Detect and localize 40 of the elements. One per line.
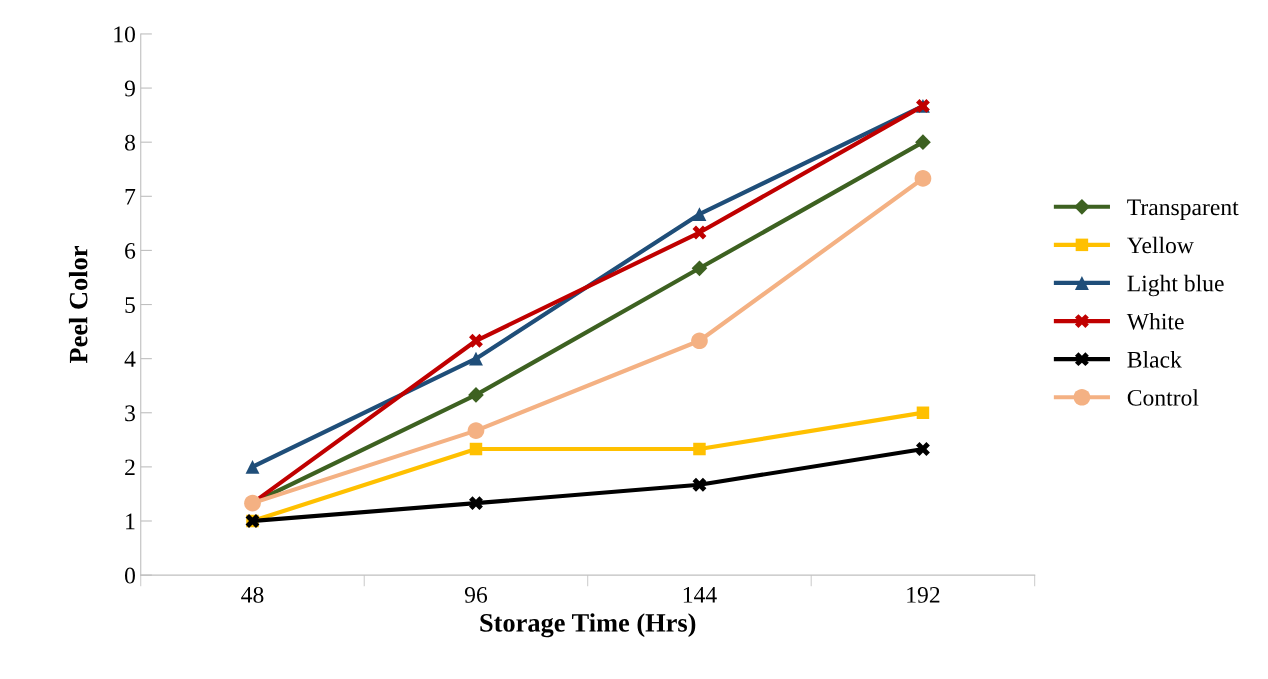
point xyxy=(691,332,708,350)
point xyxy=(916,406,930,420)
legend-label: Transparent xyxy=(1127,199,1239,221)
y-tick-label: 10 xyxy=(114,26,135,43)
x-axis-title: Storage Time (Hrs) xyxy=(480,613,696,638)
point xyxy=(915,134,931,151)
y-tick-label: 7 xyxy=(125,189,136,205)
point xyxy=(692,207,707,222)
point xyxy=(693,442,706,456)
y-tick-label: 0 xyxy=(124,567,135,584)
point xyxy=(916,442,930,456)
point xyxy=(692,225,707,240)
y-tick-label: 2 xyxy=(125,459,135,476)
x-tick-label: 96 xyxy=(464,586,488,603)
legend-label: Black xyxy=(1127,351,1182,368)
y-tick-label: 8 xyxy=(124,134,135,151)
y-tick-label: 6 xyxy=(125,242,136,259)
x-tick-label: 192 xyxy=(907,586,940,603)
y-tick-label: 9 xyxy=(124,80,135,97)
legend-label: White xyxy=(1126,312,1184,330)
y-tick-label: 3 xyxy=(125,405,135,422)
point xyxy=(469,351,483,366)
point xyxy=(469,496,483,511)
legend-label: Control xyxy=(1127,389,1199,406)
point xyxy=(469,333,483,348)
point xyxy=(245,459,260,474)
legend-label: Light blue xyxy=(1127,274,1224,297)
point xyxy=(691,260,708,277)
point xyxy=(692,477,707,492)
x-tick-label: 144 xyxy=(683,587,717,603)
point xyxy=(914,170,932,187)
y-tick-label: 5 xyxy=(125,297,135,313)
y-axis-title: Peel Color xyxy=(68,246,88,364)
legend-label: Yellow xyxy=(1127,236,1194,254)
y-tick-label: 1 xyxy=(126,513,135,530)
y-tick-label: 4 xyxy=(124,351,136,367)
point xyxy=(467,422,485,439)
x-tick-label: 48 xyxy=(241,586,264,603)
point xyxy=(469,442,483,456)
point xyxy=(468,387,484,403)
